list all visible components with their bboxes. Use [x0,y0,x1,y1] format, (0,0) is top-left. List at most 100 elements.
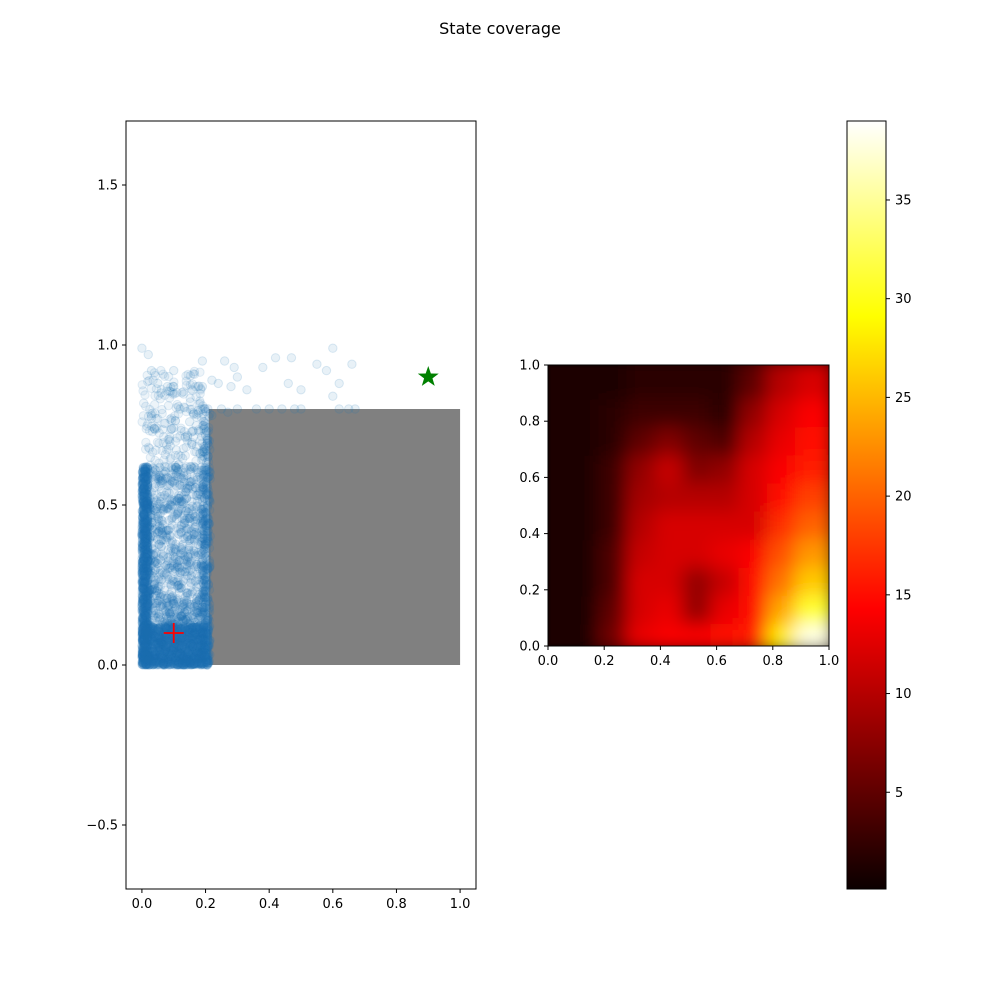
scatter-point [184,641,194,652]
scatter-point [193,659,203,670]
scatter-point [180,647,191,657]
scatter-point [190,462,200,473]
x-tick-label: 0.0 [538,654,559,669]
scatter-point [191,607,201,617]
scatter-point [185,380,195,390]
scatter-point [169,551,179,562]
scatter-point [157,655,167,666]
scatter-point [153,378,163,389]
scatter-point [190,511,201,522]
scatter-point [194,595,204,605]
scatter-point [176,473,187,484]
scatter-point [138,509,149,519]
scatter-point [189,658,200,668]
scatter-point [199,530,210,541]
scatter-point [198,658,209,668]
scatter-point [142,578,153,589]
scatter-point [200,627,211,637]
scatter-point [153,656,163,666]
scatter-point [180,624,190,634]
scatter-point [198,536,208,546]
scatter-point [347,359,357,369]
scatter-point [201,597,211,608]
scatter-point [162,525,172,535]
scatter-point [141,498,151,509]
scatter-point [139,508,149,518]
scatter-point [168,658,178,669]
scatter-point [184,645,194,655]
scatter-point [152,645,163,655]
scatter-point [199,626,209,636]
scatter-point [187,634,197,644]
scatter-point [142,658,152,669]
scatter-point [152,507,162,517]
scatter-point [144,589,154,599]
scatter-point [174,580,184,590]
scatter-point [213,378,223,389]
scatter-point [201,618,211,628]
scatter-point [166,608,176,618]
scatter-point [159,590,169,601]
scatter-point [175,524,185,534]
scatter-point [195,540,206,551]
scatter-point [312,359,322,369]
scatter-point [153,595,163,606]
scatter-point [185,620,195,630]
scatter-point [199,607,209,617]
scatter-point [190,635,200,646]
scatter-point [183,484,194,494]
scatter-point [183,507,193,518]
scatter-point [162,614,173,624]
scatter-point [141,651,152,662]
scatter-point [148,550,159,560]
scatter-point [158,660,169,670]
y-tick-label: 0.4 [519,527,540,542]
scatter-point [154,633,164,643]
scatter-point [166,659,177,669]
scatter-point [176,520,187,530]
scatter-point [182,612,192,622]
scatter-point [159,653,169,664]
scatter-point [144,522,155,532]
scatter-point [175,643,185,653]
scatter-point [201,653,211,663]
scatter-point [142,619,153,629]
scatter-point [182,606,192,616]
scatter-point [141,627,151,637]
scatter-point [189,610,199,620]
scatter-point [150,650,160,661]
scatter-point [177,610,187,620]
scatter-point [181,587,192,598]
scatter-point [174,659,184,670]
x-tick-label: 0.8 [762,654,783,669]
scatter-point [201,564,212,574]
scatter-point [156,589,166,600]
scatter-point [183,605,194,615]
scatter-point [173,641,184,651]
scatter-point [149,579,160,590]
scatter-point [196,660,207,670]
scatter-point [180,551,190,562]
colorbar-ticks: 5 10 15 20 25 30 35 [886,193,912,801]
scatter-point [161,568,171,578]
scatter-point [172,594,182,604]
y-tick-label: 0.2 [519,583,540,598]
scatter-point [186,461,196,472]
scatter-point [162,654,173,664]
scatter-point [160,618,171,629]
x-tick-label: 1.0 [819,654,840,669]
scatter-point [202,474,212,484]
scatter-point [144,659,155,669]
scatter-point [172,496,182,506]
scatter-point [145,452,156,463]
scatter-point [296,385,306,395]
scatter-point [182,532,193,542]
scatter-point [196,635,206,646]
scatter-point [176,504,187,514]
scatter-point [154,499,164,509]
scatter-point [176,527,186,537]
scatter-point [194,644,204,655]
scatter-point [199,483,209,493]
scatter-point [154,652,164,662]
scatter-point [165,479,175,489]
